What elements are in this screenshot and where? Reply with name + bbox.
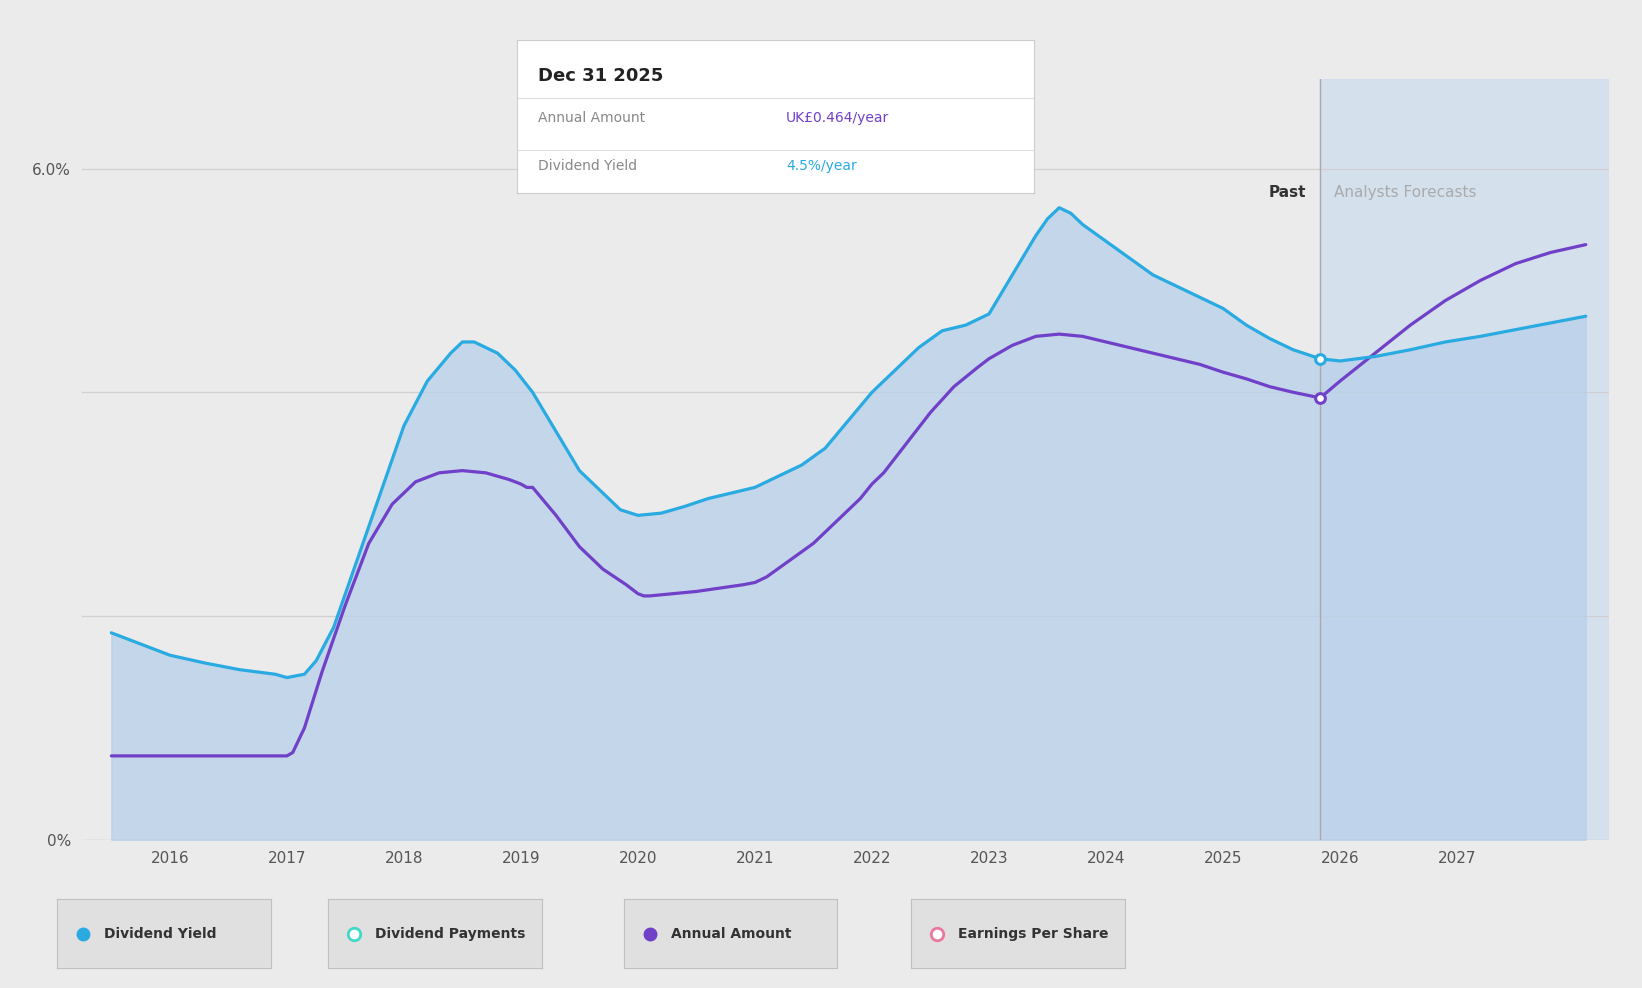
Text: UK£0.464/year: UK£0.464/year xyxy=(787,112,890,125)
Text: Dividend Payments: Dividend Payments xyxy=(376,927,525,941)
Text: 4.5%/year: 4.5%/year xyxy=(787,159,857,173)
Text: Dec 31 2025: Dec 31 2025 xyxy=(539,67,663,85)
Text: Annual Amount: Annual Amount xyxy=(539,112,645,125)
Text: Dividend Yield: Dividend Yield xyxy=(539,159,637,173)
Text: Earnings Per Share: Earnings Per Share xyxy=(959,927,1108,941)
Bar xyxy=(1320,79,1609,840)
Text: Past: Past xyxy=(1269,185,1305,200)
Text: Dividend Yield: Dividend Yield xyxy=(105,927,217,941)
Text: Annual Amount: Annual Amount xyxy=(672,927,791,941)
Text: Analysts Forecasts: Analysts Forecasts xyxy=(1335,185,1476,200)
